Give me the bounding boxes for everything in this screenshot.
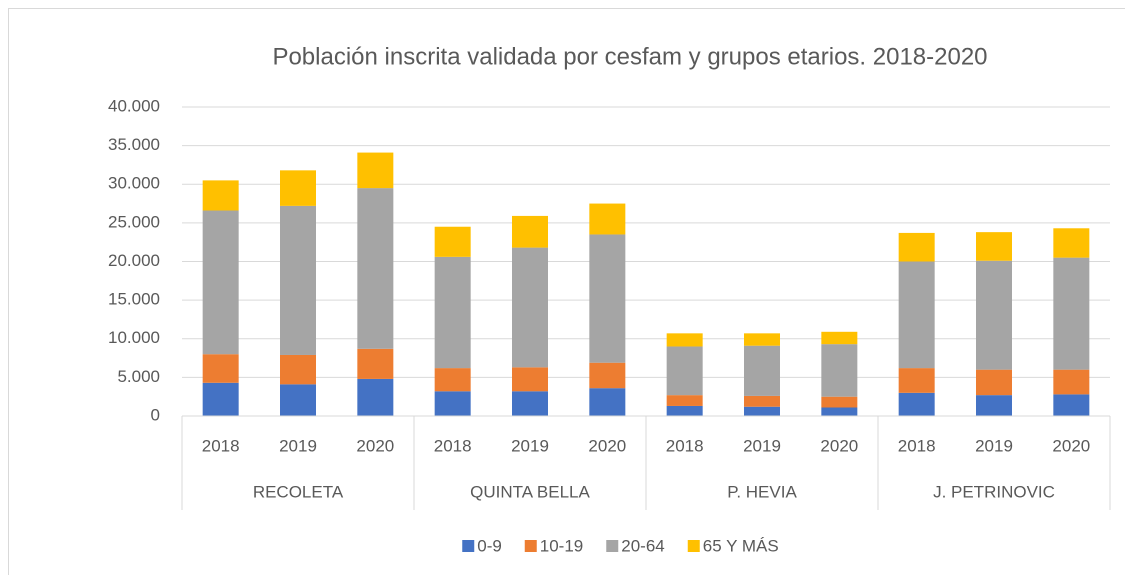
bar-segment: [666, 333, 703, 347]
y-tick-label: 10.000: [108, 328, 160, 347]
bar-segment: [434, 256, 471, 369]
bar-segment: [898, 261, 935, 369]
x-tick-label: 2018: [898, 436, 936, 455]
chart-title: Población inscrita validada por cesfam y…: [272, 43, 987, 70]
x-tick-label: 2018: [434, 436, 472, 455]
bar-segment: [512, 367, 548, 392]
bar-segment: [512, 391, 548, 416]
bar-segment: [434, 226, 471, 257]
bar-segment: [1053, 257, 1090, 370]
bar-segment: [821, 407, 858, 416]
bar-segment: [821, 331, 858, 345]
bar-segment: [1053, 394, 1090, 416]
bar-segment: [1053, 228, 1090, 258]
bar-segment: [666, 405, 703, 416]
x-tick-label: 2018: [202, 436, 240, 455]
x-tick-label: 2019: [511, 436, 549, 455]
bar-segment: [898, 392, 935, 416]
x-tick-label: 2020: [588, 436, 626, 455]
bar-segment: [202, 180, 239, 211]
bar-segment: [589, 388, 626, 416]
bar-segment: [821, 396, 858, 408]
group-label: QUINTA BELLA: [470, 482, 590, 501]
chart-frame: [8, 8, 1125, 575]
legend-swatch: [462, 540, 475, 552]
x-tick-label: 2019: [279, 436, 317, 455]
legend-label: 65 Y MÁS: [703, 536, 779, 555]
bar-segment: [744, 345, 780, 396]
y-tick-label: 20.000: [108, 251, 160, 270]
bar-segment: [1053, 369, 1090, 395]
bar-segment: [434, 391, 471, 416]
x-tick-label: 2020: [820, 436, 858, 455]
bar-segment: [280, 384, 316, 416]
y-tick-label: 25.000: [108, 212, 160, 231]
bar-segment: [202, 210, 239, 355]
bar-segment: [434, 368, 471, 392]
bar-segment: [357, 348, 394, 379]
y-tick-label: 35.000: [108, 135, 160, 154]
legend-swatch: [687, 540, 700, 552]
bar-segment: [589, 234, 626, 363]
x-tick-label: 2019: [743, 436, 781, 455]
legend-swatch: [606, 540, 619, 552]
bar-segment: [202, 382, 239, 416]
group-label: P. HEVIA: [727, 482, 797, 501]
y-tick-label: 5.000: [117, 367, 160, 386]
bar-segment: [821, 344, 858, 397]
bar-segment: [898, 368, 935, 393]
legend-label: 0-9: [477, 536, 502, 555]
bar-segment: [280, 205, 316, 355]
y-tick-label: 0: [151, 405, 160, 424]
bar-segment: [976, 369, 1012, 396]
y-tick-label: 40.000: [108, 96, 160, 115]
y-tick-label: 30.000: [108, 174, 160, 193]
bar-segment: [976, 395, 1012, 416]
bar-segment: [666, 395, 703, 406]
bar-segment: [280, 170, 316, 206]
bar-segment: [898, 232, 935, 262]
x-tick-label: 2019: [975, 436, 1013, 455]
bar-segment: [202, 354, 239, 383]
bar-segment: [744, 406, 780, 416]
x-tick-label: 2018: [666, 436, 704, 455]
x-tick-label: 2020: [1052, 436, 1090, 455]
y-tick-label: 15.000: [108, 290, 160, 309]
bar-segment: [357, 378, 394, 416]
legend-label: 20-64: [621, 536, 664, 555]
bar-segment: [976, 260, 1012, 370]
group-label: J. PETRINOVIC: [933, 482, 1055, 501]
x-tick-label: 2020: [356, 436, 394, 455]
bar-segment: [589, 362, 626, 389]
bar-segment: [357, 188, 394, 349]
bar-segment: [666, 346, 703, 396]
legend-label: 10-19: [540, 536, 583, 555]
bar-segment: [357, 152, 394, 189]
legend-swatch: [524, 540, 537, 552]
bar-segment: [280, 354, 316, 385]
group-label: RECOLETA: [253, 482, 344, 501]
bar-segment: [976, 232, 1012, 261]
bar-segment: [512, 215, 548, 248]
bar-segment: [512, 247, 548, 368]
bar-segment: [744, 333, 780, 346]
bar-segment: [589, 203, 626, 235]
bar-segment: [744, 395, 780, 407]
